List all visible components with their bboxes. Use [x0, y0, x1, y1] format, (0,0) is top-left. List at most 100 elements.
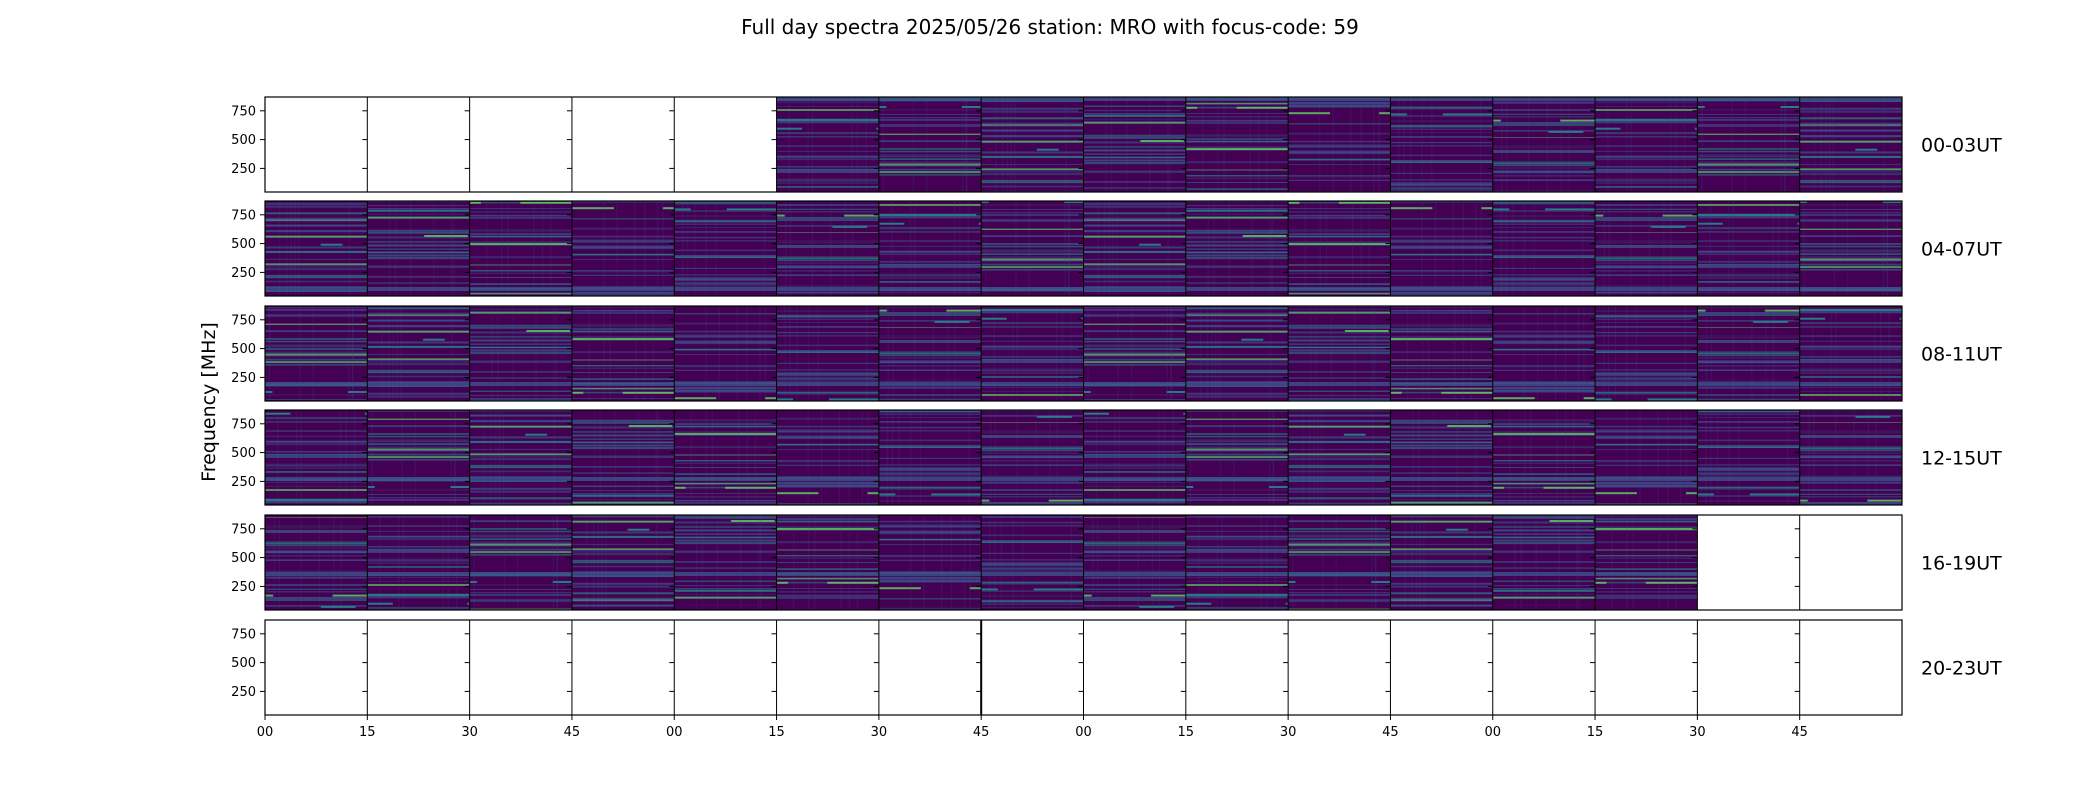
x-tick-label: 30: [1689, 725, 1706, 740]
y-tick-label: 250: [231, 685, 256, 700]
y-tick-label: 750: [231, 627, 256, 642]
x-tick-label: 30: [871, 725, 888, 740]
spectrum-panel: [469, 410, 572, 505]
spectrum-panel: [1595, 515, 1698, 610]
row-label: 04-07UT: [1921, 239, 2002, 261]
spectrum-panel: [1390, 97, 1493, 192]
empty-panel: [674, 620, 777, 715]
spectrum-panel: [776, 515, 879, 610]
y-tick-label: 250: [231, 266, 256, 281]
empty-panel: [265, 97, 368, 192]
x-tick-label: 45: [564, 725, 581, 740]
spectrum-panel: [1697, 410, 1800, 505]
y-tick-label: 500: [231, 237, 256, 252]
y-axis-label: Frequency [MHz]: [198, 322, 220, 482]
empty-panel: [469, 620, 572, 715]
y-tick-label: 500: [231, 342, 256, 357]
empty-panel: [1390, 620, 1493, 715]
panel-row: 250 500 750 04-07UT: [231, 200, 2002, 297]
x-tick-label: 00: [1075, 725, 1092, 740]
spectrum-panel: [674, 201, 777, 296]
spectrum-panel: [1697, 97, 1800, 192]
spectrum-panel: [1799, 201, 1902, 296]
row-frame: [264, 305, 1903, 402]
spectrum-panel: [1288, 515, 1391, 610]
y-tick-label: 500: [231, 656, 256, 671]
spectrum-panel: [367, 410, 470, 505]
empty-panel: [367, 620, 470, 715]
x-tick-label: 30: [1280, 725, 1297, 740]
spectrum-panel: [571, 410, 675, 505]
spectrum-panel: [265, 410, 368, 505]
spectrum-panel: [981, 201, 1084, 296]
x-tick-label: 15: [1587, 725, 1604, 740]
y-tick-label: 250: [231, 371, 256, 386]
empty-panel: [878, 620, 982, 715]
row-frame: [264, 96, 1903, 193]
panel-row: 250 500 750 00-03UT: [231, 96, 2002, 193]
empty-panel: [265, 620, 368, 715]
y-tick-label: 500: [231, 446, 256, 461]
chart-title: Full day spectra 2025/05/26 station: MRO…: [741, 15, 1359, 39]
spectrum-panel: [367, 306, 470, 401]
spectrum-panel: [878, 410, 982, 505]
spectrum-panel: [1083, 306, 1186, 401]
spectrum-panel: [878, 306, 982, 401]
row-label: 12-15UT: [1921, 448, 2002, 470]
x-tick-label: 15: [768, 725, 785, 740]
spectrum-panel: [367, 515, 470, 610]
spectrum-panel: [1288, 306, 1391, 401]
spectrum-panel: [1595, 306, 1698, 401]
empty-panel: [571, 97, 675, 192]
spectrum-panel: [571, 515, 675, 610]
spectrum-panel: [1799, 306, 1902, 401]
spectrum-panel: [674, 410, 777, 505]
spectrum-panel: [1185, 515, 1289, 610]
y-tick-label: 750: [231, 208, 256, 223]
x-tick-label: 30: [461, 725, 478, 740]
spectrum-panel: [776, 97, 879, 192]
panel-row: 250 500 750 16-19UT: [231, 514, 2002, 611]
row-label: 00-03UT: [1921, 135, 2002, 157]
spectrum-panel: [776, 201, 879, 296]
spectrum-panel: [1083, 515, 1186, 610]
spectrum-panel: [878, 201, 982, 296]
spectrum-panel: [1185, 97, 1289, 192]
spectrum-panel: [776, 410, 879, 505]
empty-panel: [1185, 620, 1289, 715]
x-tick-label: 00: [1484, 725, 1501, 740]
spectrum-panel: [981, 515, 1084, 610]
spectrum-panel: [571, 201, 675, 296]
spectrum-panel: [469, 201, 572, 296]
spectrum-panel: [265, 201, 368, 296]
spectrum-panel: [1492, 97, 1596, 192]
x-tick-label: 15: [1178, 725, 1195, 740]
spectrum-panel: [878, 97, 982, 192]
spectrum-panel: [981, 410, 1084, 505]
x-tick-label: 45: [1791, 725, 1808, 740]
empty-panel: [981, 620, 1084, 715]
spectrum-panel: [1288, 97, 1391, 192]
spectrum-panel: [1083, 410, 1186, 505]
spectrum-panel: [1390, 306, 1493, 401]
y-tick-label: 750: [231, 313, 256, 328]
x-tick-label: 00: [257, 725, 274, 740]
x-axis-ticks: 00 15 30 45 00 15 30 45 00 15 30 45 00 15 30 45: [257, 715, 1808, 740]
panel-rows: 250 500 750 00-03UT 250 500 750 04-07UT 250 500 75…: [231, 96, 2002, 716]
spectrum-panel: [1185, 410, 1289, 505]
row-frame: [264, 200, 1903, 297]
empty-panel: [1697, 620, 1800, 715]
spectrum-panel: [469, 515, 572, 610]
empty-panel: [1595, 620, 1698, 715]
spectrum-panel: [1185, 306, 1289, 401]
spectrum-panel: [469, 306, 572, 401]
spectrum-panel: [1697, 201, 1800, 296]
spectrum-panel: [1390, 410, 1493, 505]
spectrum-panel: [1083, 97, 1186, 192]
row-label: 08-11UT: [1921, 344, 2002, 366]
spectrum-panel: [1595, 410, 1698, 505]
y-tick-label: 750: [231, 417, 256, 432]
row-frame: [264, 409, 1903, 506]
spectrum-panel: [1799, 410, 1902, 505]
